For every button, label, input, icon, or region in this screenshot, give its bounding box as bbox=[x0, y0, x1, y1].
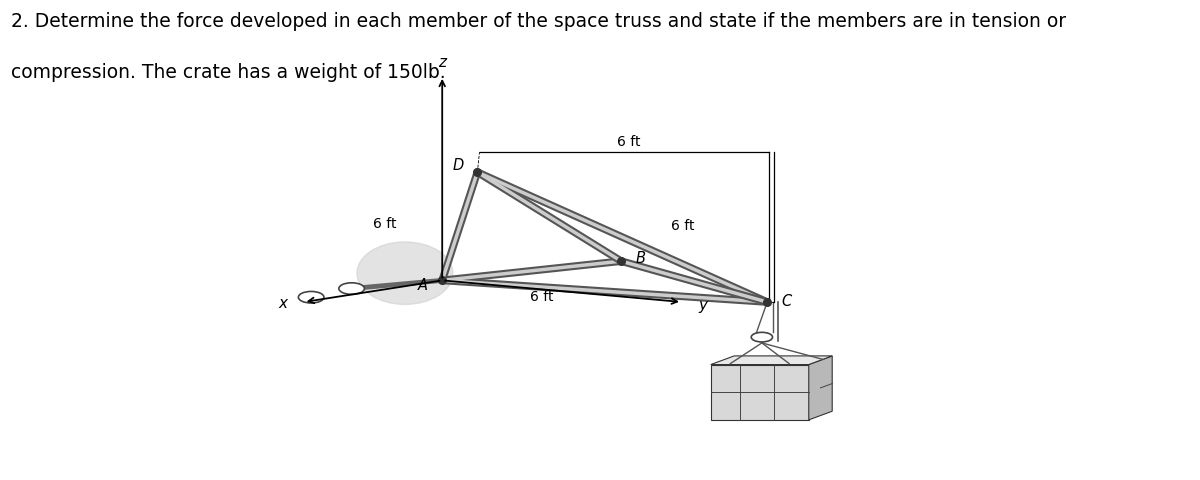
Text: A: A bbox=[418, 277, 428, 292]
Text: 6 ft: 6 ft bbox=[373, 216, 396, 230]
Text: 6 ft: 6 ft bbox=[617, 135, 641, 149]
Text: 6 ft: 6 ft bbox=[529, 289, 553, 303]
Ellipse shape bbox=[356, 242, 452, 305]
Text: y: y bbox=[698, 297, 707, 312]
Polygon shape bbox=[710, 365, 809, 420]
Circle shape bbox=[338, 283, 365, 295]
Text: D: D bbox=[452, 158, 464, 173]
Polygon shape bbox=[710, 356, 833, 365]
Text: B: B bbox=[636, 250, 646, 265]
Text: compression. The crate has a weight of 150lb.: compression. The crate has a weight of 1… bbox=[11, 62, 445, 82]
Text: 6 ft: 6 ft bbox=[671, 218, 695, 233]
Circle shape bbox=[299, 292, 324, 303]
Text: C: C bbox=[781, 293, 792, 309]
Text: x: x bbox=[278, 296, 288, 311]
Text: z: z bbox=[438, 55, 446, 70]
Text: 2. Determine the force developed in each member of the space truss and state if : 2. Determine the force developed in each… bbox=[11, 12, 1066, 31]
Polygon shape bbox=[809, 356, 833, 420]
